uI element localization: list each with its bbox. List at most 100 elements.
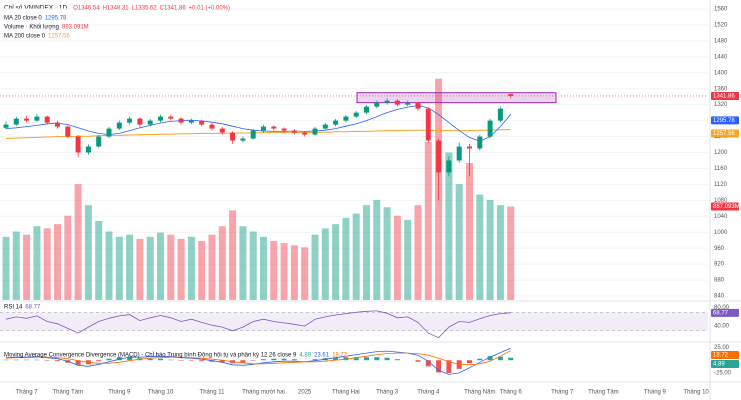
y-tick-label: 1440 — [714, 54, 728, 60]
macd-histogram-bar — [425, 360, 431, 367]
candle-body — [13, 118, 19, 125]
macd-histogram-bar — [168, 359, 174, 361]
candle-body — [158, 116, 163, 121]
candle-body — [106, 128, 112, 137]
candle-body — [394, 100, 400, 105]
y-tick-label: 1040 — [714, 214, 728, 220]
macd-histogram-bar — [394, 359, 400, 361]
x-tick-label: Tháng 9 — [644, 390, 667, 396]
volume-bar — [157, 232, 164, 300]
legend-text: 1257.56 — [48, 34, 70, 40]
macd-histogram-bar — [415, 360, 421, 362]
y-tick-label: 960 — [714, 246, 725, 252]
macd-histogram-bar — [44, 360, 50, 361]
x-tick-label: Tháng 3 — [376, 390, 399, 396]
x-tick-label: Tháng Hai — [332, 390, 360, 396]
rsi-label: 68.77 — [713, 310, 729, 316]
candle-body — [85, 146, 91, 153]
candle-body — [271, 126, 277, 129]
x-tick-label: Tháng 10 — [683, 390, 709, 396]
last-price-label: 1341.86 — [713, 94, 735, 100]
macd-histogram-bar — [343, 357, 349, 361]
candle-body — [209, 124, 215, 129]
volume-bar — [54, 224, 61, 300]
resistance-zone — [356, 92, 557, 104]
x-tick-label: Tháng Tám — [588, 390, 619, 396]
candle-body — [230, 132, 236, 141]
macd-histogram-bar — [353, 357, 359, 361]
ma20-label-box — [711, 116, 739, 125]
volume-bar — [33, 226, 41, 300]
ohlc-legend: L1335.62 — [132, 6, 158, 12]
volume-bar — [115, 236, 123, 300]
macd-histogram-bar — [127, 356, 133, 361]
x-tick-label: Tháng 10 — [148, 390, 174, 396]
y-tick-label: 1360 — [714, 86, 728, 92]
volume-bar — [64, 215, 72, 300]
volume-bar — [12, 231, 20, 300]
macd-histogram-bar — [106, 358, 112, 361]
macd-tick-label: -25.00 — [714, 371, 732, 377]
legend-text: 68.77 — [25, 305, 41, 311]
candle-body — [374, 102, 380, 107]
volume-bar — [95, 220, 103, 300]
rsi-band — [0, 312, 708, 331]
volume-bar — [383, 207, 391, 300]
macd-histogram-bar — [333, 357, 339, 361]
x-tick-label: Tháng 11 — [200, 390, 226, 396]
volume-bar — [167, 234, 175, 300]
volume-bar — [105, 231, 113, 300]
ohlc-legend: +0.01 (+0.00%) — [189, 6, 230, 12]
candle-body — [188, 120, 194, 123]
y-tick-label: 1560 — [714, 7, 728, 13]
macd-histogram-bar — [13, 359, 19, 361]
legend-text: Moving Average Convergence Divergence (M… — [4, 352, 297, 359]
macd-histogram-bar — [271, 358, 277, 361]
candle-body — [44, 116, 50, 123]
x-tick-label: Tháng 9 — [108, 390, 131, 396]
volume-bar — [177, 238, 185, 300]
y-tick-label: 1080 — [714, 198, 728, 204]
candle-body — [116, 122, 122, 129]
volume-bar — [352, 213, 360, 300]
candle-body — [34, 116, 40, 121]
volume-bar — [280, 243, 288, 300]
volume-bar — [321, 228, 329, 300]
volume-bar — [393, 215, 401, 300]
macd-histogram-bar — [446, 360, 452, 373]
volume-bar — [342, 217, 350, 300]
macd-histogram-bar — [178, 360, 184, 361]
macd-histogram-bar — [487, 356, 493, 361]
y-tick-label: 920 — [714, 262, 725, 268]
x-tick-label: 2025 — [298, 390, 312, 396]
macd-histogram-bar — [147, 358, 153, 361]
volume-bar — [424, 141, 432, 300]
volume-bar — [311, 234, 319, 300]
volume-bar — [486, 199, 494, 300]
signal-label: 18.72 — [713, 353, 729, 359]
volume-bar — [260, 236, 267, 300]
y-tick-label: 1200 — [714, 150, 728, 156]
candle-body — [487, 120, 493, 137]
ohlc-legend: C1341.86 — [160, 6, 187, 12]
y-tick-label: 1120 — [714, 182, 728, 188]
candle-body — [405, 102, 411, 105]
volume-bar — [239, 226, 247, 300]
macd-histogram-bar — [96, 360, 102, 362]
legend-text: 23.61 — [314, 353, 330, 359]
macd-histogram-bar — [158, 358, 163, 361]
volume-bar — [476, 194, 484, 300]
volume-bar — [198, 241, 206, 300]
x-tick-label: Tháng 7 — [16, 390, 39, 396]
volume-bar — [445, 152, 453, 300]
macd-histogram-bar — [508, 357, 514, 361]
candle-body — [467, 146, 472, 149]
candle-body — [302, 132, 308, 135]
volume-bar — [404, 219, 412, 300]
candle-body — [436, 140, 442, 173]
candle-body — [353, 112, 359, 117]
volume-bar — [373, 199, 381, 300]
candle-body — [240, 138, 246, 141]
macd-histogram-bar — [291, 359, 297, 361]
